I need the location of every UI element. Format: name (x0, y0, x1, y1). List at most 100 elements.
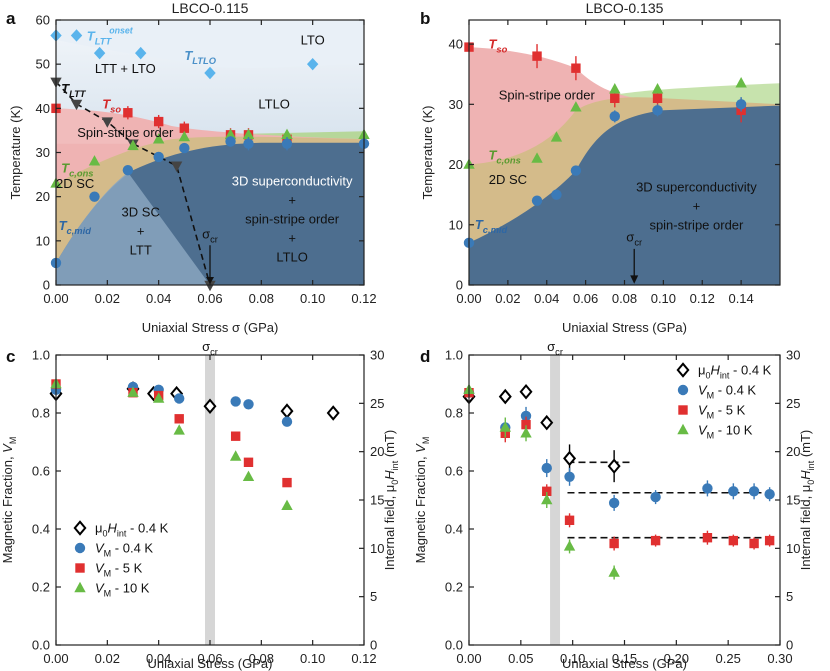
legend-label: VM - 10 K (95, 581, 150, 599)
point-vm-0-4-k (608, 497, 620, 509)
y2-axis-label-unit: (mT) (382, 430, 397, 461)
x-tick-label: 0.12 (690, 291, 715, 306)
legend-text: - 5 K (714, 403, 745, 418)
y-tick-label: 10 (36, 233, 50, 248)
point-vm-0-4-k (564, 471, 575, 482)
point--0hint-0-4-k (563, 450, 577, 467)
x-tick-label: 0.30 (767, 651, 792, 666)
legend-sub: 0 (706, 371, 711, 381)
point-vm-5-k (650, 535, 661, 546)
legend-marker (676, 362, 690, 378)
point-vm-5-k (282, 477, 292, 488)
y2-tick-label: 0 (786, 638, 793, 653)
point-t-c-mid (570, 165, 582, 176)
y-tick-label: 30 (449, 97, 463, 112)
annot-t-ltt-onset-sub: LTT (95, 36, 113, 46)
annot-t-ltt-onset: TLTTonset (87, 25, 134, 46)
point-vm-10-k (499, 421, 511, 432)
x-tick-label: 0.06 (197, 651, 222, 666)
point-t-c-ons (152, 133, 165, 144)
x-tick-label: 0.00 (43, 291, 68, 306)
point-t-so (610, 93, 620, 103)
legend-label: VM - 0.4 K (698, 383, 756, 401)
region-label-3d-sc-ltlo: + (288, 231, 296, 246)
y-tick-label: 0.0 (32, 638, 50, 653)
annot-t-ltlo-base: T (184, 48, 193, 63)
y2-tick-label: 10 (370, 541, 384, 556)
region-label-lto: LTO (301, 32, 325, 47)
point-vm-0-4-k (174, 393, 185, 404)
legend-sub: M (104, 569, 112, 579)
y-axis-label-sub: M (421, 437, 431, 445)
y2-tick-label: 25 (370, 396, 384, 411)
region-label-3d-sc: + (693, 199, 701, 214)
y2-tick-label: 5 (370, 589, 377, 604)
point-t-c-mid (153, 151, 164, 163)
point-vm-0-4-k (728, 486, 739, 497)
y-tick-label: 0.6 (445, 464, 463, 479)
x-tick-label: 0.02 (95, 651, 120, 666)
region-label-ltlo: LTLO (258, 96, 290, 111)
annot-t-ltt: TLTT (61, 81, 87, 99)
legend-text: - 0.4 K (729, 363, 771, 378)
point-t-ltt (204, 280, 216, 292)
point-t-c-mid (225, 136, 236, 147)
sigma-cr-label-sub: cr (210, 347, 218, 357)
annot-t-so: Tso (102, 96, 121, 114)
legend-text: μ (95, 521, 103, 536)
annot-t-so-base: T (102, 96, 111, 111)
legend: μ0Hint - 0.4 KVM - 0.4 KVM - 5 KVM - 10 … (73, 520, 169, 599)
region-ltt-upper (56, 81, 133, 144)
annot-t-ltlo-sub: LTLO (192, 56, 216, 66)
legend-var: V (95, 561, 105, 576)
y-tick-label: 1.0 (32, 348, 50, 363)
region-label-3d-sc-ltt: LTT (130, 243, 152, 258)
x-tick-label: 0.14 (728, 291, 753, 306)
x-tick-label: 0.04 (146, 651, 171, 666)
point-vm-5-k (230, 431, 241, 441)
legend-label: VM - 10 K (698, 423, 753, 441)
point-vm-10-k (281, 499, 293, 510)
point-vm-10-k (541, 493, 553, 505)
y2-axis-label: Internal field, μ0Hint (mT) (382, 430, 400, 571)
point-vm-5-k (728, 535, 739, 546)
y-tick-label: 0.4 (32, 522, 50, 537)
region-label-2d-sc: 2D SC (56, 176, 94, 191)
region-label-3d-sc-ltt: + (137, 224, 145, 239)
point-vm-10-k (608, 566, 620, 577)
region-label-3d-sc-ltlo: 3D superconductivity (232, 174, 353, 189)
x-axis-label: Uniaxial Stress (GPa) (148, 656, 273, 671)
y2-tick-label: 20 (370, 444, 384, 459)
annot-t-c-mid-sub: c,mid (67, 226, 92, 236)
point-t-ltlo (204, 66, 216, 80)
x-tick-label: 0.12 (351, 291, 376, 306)
legend-text: - 10 K (714, 423, 753, 438)
x-tick-label: 0.10 (560, 651, 585, 666)
legend-var: H (108, 521, 118, 536)
annot-t-c-ons-sub: c,ons (69, 168, 93, 178)
annot-t-so-sub: so (496, 44, 507, 54)
point--0hint-0-4-k (326, 405, 340, 421)
region-3d-sc (469, 105, 780, 285)
point-vm-10-k (127, 386, 139, 397)
panel-letter-a: a (6, 9, 16, 28)
point-vm-5-k (702, 533, 713, 543)
y2-tick-label: 15 (786, 493, 800, 508)
legend-var: V (698, 383, 708, 398)
y2-axis-label-subint: int (390, 460, 400, 470)
panel-b: 0.00 0.02 0.04 0.06 0.08 0.10 0.12 0.14 0 10 20 30 4… (420, 0, 781, 335)
legend-var: V (698, 423, 708, 438)
point-t-so (179, 123, 190, 133)
y-tick-label: 50 (36, 57, 50, 72)
point-vm-0-4-k (243, 399, 254, 410)
region-ltt-overlay (56, 172, 210, 285)
point-t-ltt (170, 161, 183, 172)
x-axis-label: Uniaxial Stress (GPa) (562, 320, 687, 335)
legend-sub: M (707, 431, 715, 441)
annot-t-ltt-onset-sup: onset (109, 25, 134, 35)
sigma-cr-arrowhead (206, 277, 214, 285)
point--0hint-0-4-k (519, 383, 533, 400)
legend-sub: M (707, 391, 715, 401)
annot-t-c-mid: Tc,mid (59, 218, 92, 236)
